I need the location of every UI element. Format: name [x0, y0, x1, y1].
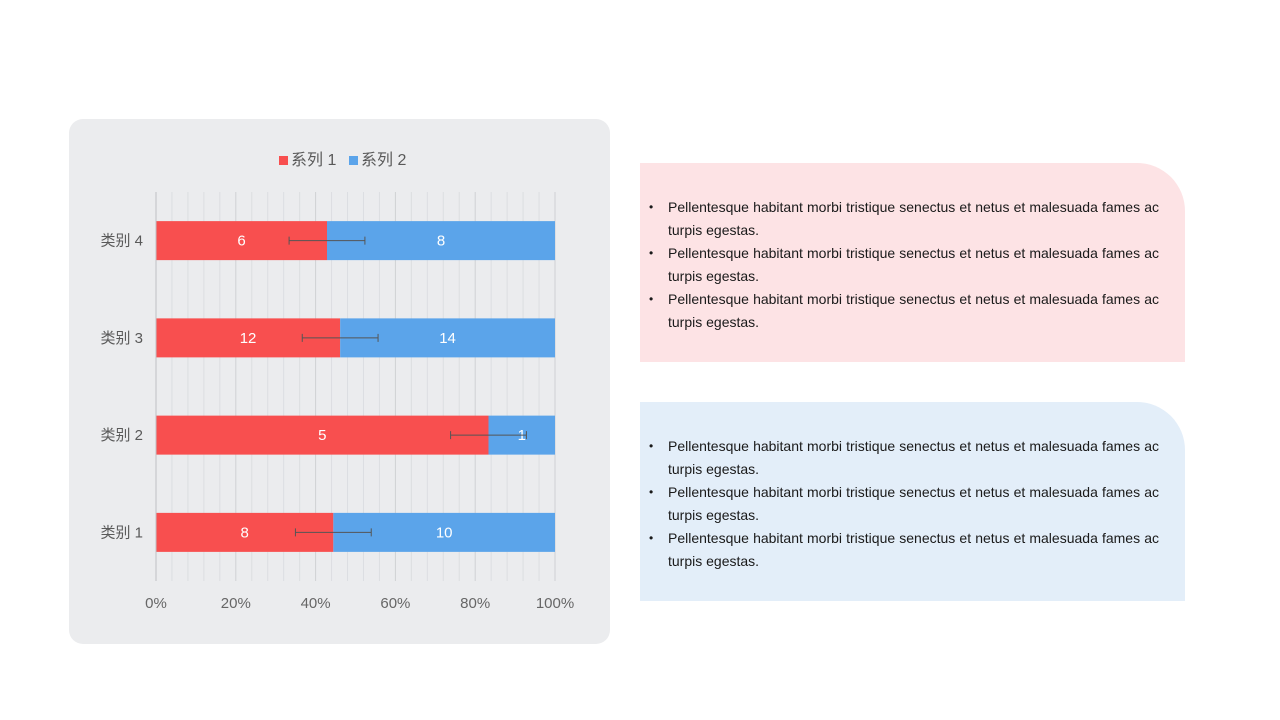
- list-item: • Pellentesque habitant morbi tristique s…: [649, 288, 1159, 334]
- list-item: • Pellentesque habitant morbi tristique s…: [649, 481, 1159, 527]
- x-tick-label: 0%: [145, 595, 167, 612]
- list-item-text: Pellentesque habitant morbi tristique se…: [668, 484, 1159, 523]
- blue-bullet-list: • Pellentesque habitant morbi tristique s…: [649, 435, 1159, 573]
- legend-label: 系列 1: [291, 151, 336, 169]
- bullet-icon: •: [649, 439, 654, 453]
- bullet-icon: •: [649, 246, 654, 260]
- list-item-text: Pellentesque habitant morbi tristique se…: [668, 199, 1159, 238]
- data-label: 5: [318, 427, 326, 444]
- bullet-icon: •: [649, 531, 654, 545]
- y-tick-label: 类别 1: [100, 524, 143, 541]
- chart-panel: 0% 20% 40% 60% 80% 100% 类别 4 6 8 类别 3 12 14 类别 2 5 1 类别…: [69, 119, 610, 644]
- blue-text-box: • Pellentesque habitant morbi tristique s…: [640, 402, 1185, 601]
- data-label: 10: [436, 524, 453, 541]
- data-label: 12: [240, 330, 257, 347]
- list-item-text: Pellentesque habitant morbi tristique se…: [668, 438, 1159, 477]
- list-item-text: Pellentesque habitant morbi tristique se…: [668, 291, 1159, 330]
- bullet-icon: •: [649, 200, 654, 214]
- x-tick-label: 40%: [301, 595, 331, 612]
- y-tick-label: 类别 2: [100, 427, 143, 444]
- list-item: • Pellentesque habitant morbi tristique s…: [649, 242, 1159, 288]
- list-item: • Pellentesque habitant morbi tristique s…: [649, 527, 1159, 573]
- data-label: 8: [240, 524, 248, 541]
- legend-swatch-series2: [349, 156, 358, 165]
- legend-swatch-series1: [279, 156, 288, 165]
- list-item-text: Pellentesque habitant morbi tristique se…: [668, 530, 1159, 569]
- list-item: • Pellentesque habitant morbi tristique s…: [649, 435, 1159, 481]
- data-label: 6: [237, 233, 245, 250]
- legend-label: 系列 2: [361, 151, 406, 169]
- y-tick-label: 类别 4: [100, 233, 143, 250]
- x-tick-label: 100%: [536, 595, 574, 612]
- pink-text-box: • Pellentesque habitant morbi tristique s…: [640, 163, 1185, 362]
- list-item: • Pellentesque habitant morbi tristique s…: [649, 196, 1159, 242]
- y-tick-label: 类别 3: [100, 330, 143, 347]
- data-label: 8: [437, 233, 445, 250]
- bar-segment-series1: [156, 415, 489, 455]
- list-item-text: Pellentesque habitant morbi tristique se…: [668, 245, 1159, 284]
- bullet-icon: •: [649, 485, 654, 499]
- x-tick-label: 20%: [221, 595, 251, 612]
- data-label: 14: [439, 330, 456, 347]
- pink-bullet-list: • Pellentesque habitant morbi tristique s…: [649, 196, 1159, 334]
- x-tick-label: 80%: [460, 595, 490, 612]
- bullet-icon: •: [649, 292, 654, 306]
- x-tick-label: 60%: [380, 595, 410, 612]
